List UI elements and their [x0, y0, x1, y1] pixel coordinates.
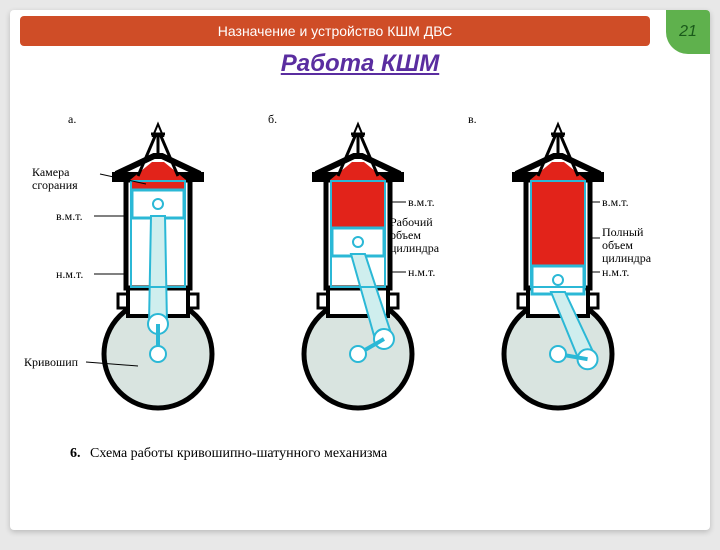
engine-diagram — [460, 108, 660, 428]
caption-text: Схема работы кривошипно-шатунного механи… — [90, 446, 387, 461]
page-number: 21 — [679, 23, 697, 41]
engine-diagram — [260, 108, 460, 428]
header-bar: Назначение и устройство КШМ ДВС — [20, 16, 650, 46]
figure: 6. Схема работы кривошипно-шатунного мех… — [40, 108, 680, 468]
panel-2: в.в.м.т.Полный объем цилиндран.м.т. — [460, 108, 660, 428]
panel-0: а.Камера сгоранияв.м.т.н.м.т.Кривошип — [60, 108, 260, 428]
panel-1: б.в.м.т.Рабочий объем цилиндран.м.т. — [260, 108, 460, 428]
slide-title: Работа КШМ — [10, 50, 710, 78]
page-corner: 21 — [666, 10, 710, 54]
header-text: Назначение и устройство КШМ ДВС — [218, 23, 452, 39]
slide: 21 Назначение и устройство КШМ ДВС Работ… — [10, 10, 710, 530]
figure-caption: 6. Схема работы кривошипно-шатунного мех… — [70, 446, 387, 462]
engine-diagram — [60, 108, 260, 428]
caption-number: 6. — [70, 446, 81, 461]
